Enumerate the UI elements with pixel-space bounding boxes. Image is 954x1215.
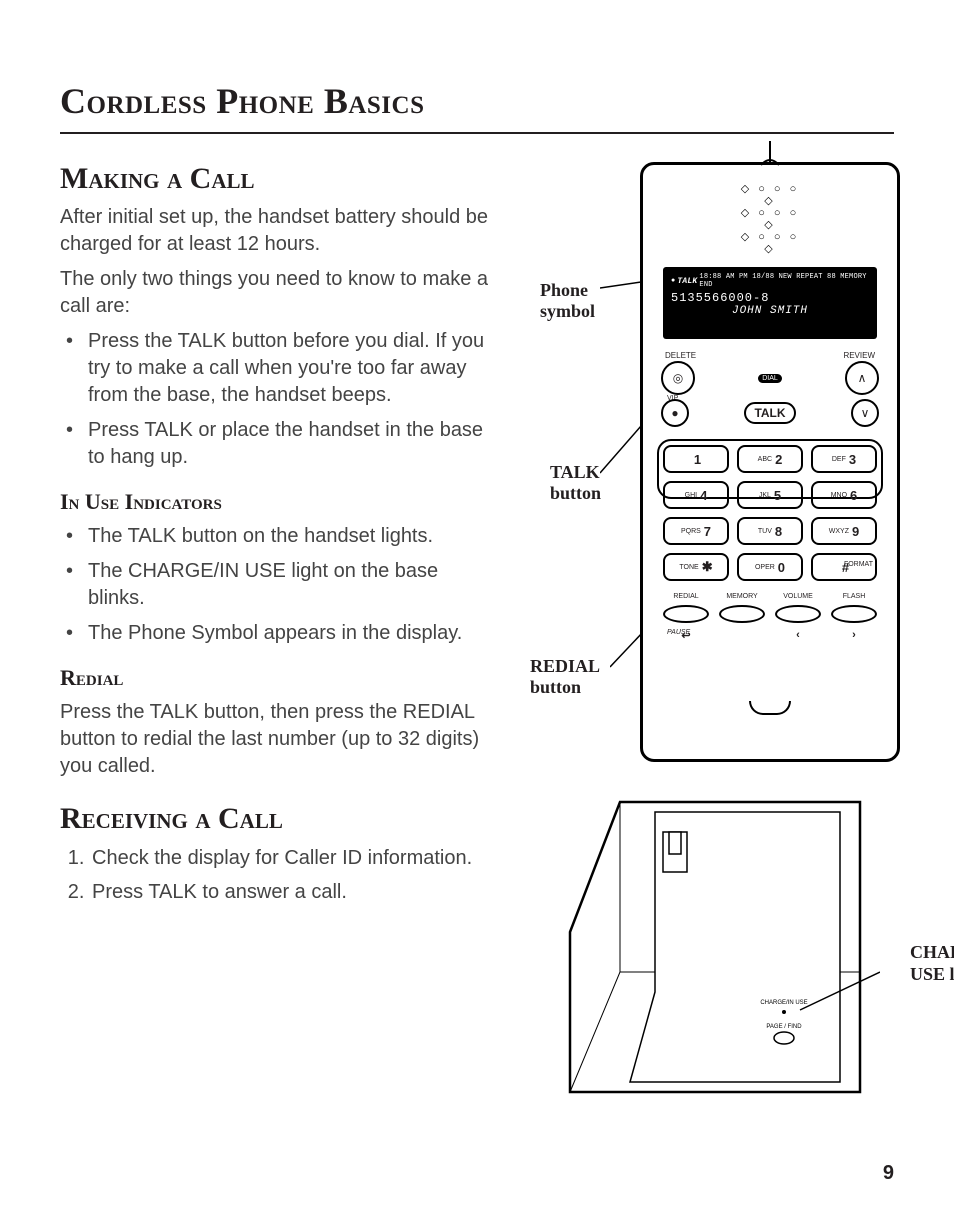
in-use-list: The TALK button on the handset lights. T… xyxy=(60,523,500,647)
making-call-p2: The only two things you need to know to … xyxy=(60,266,500,320)
list-item: Press the TALK button before you dial. I… xyxy=(60,328,500,409)
memory-button[interactable] xyxy=(719,605,765,623)
vol-right-icon: › xyxy=(831,629,877,642)
page-find-button[interactable] xyxy=(774,1032,794,1044)
callout-text: Phone symbol xyxy=(540,280,595,321)
making-call-list: Press the TALK button before you dial. I… xyxy=(60,328,500,471)
key-star[interactable]: TONE✱ xyxy=(663,553,729,581)
bottom-labels: REDIAL MEMORY VOLUME FLASH xyxy=(663,593,877,600)
key-5[interactable]: JKL5 xyxy=(737,481,803,509)
callout-charge-light: CHARGE/ IN USE light xyxy=(910,942,954,985)
handset-screen: ● TALK 18:88 AM PM 18/88 NEW REPEAT 88 M… xyxy=(663,267,877,339)
format-label: FORMAT xyxy=(844,561,873,568)
volume-label: VOLUME xyxy=(775,593,821,600)
memory-label: MEMORY xyxy=(719,593,765,600)
redial-label: REDIAL xyxy=(663,593,709,600)
vip-button[interactable]: ● xyxy=(661,399,689,427)
screen-name: JOHN SMITH xyxy=(671,305,869,317)
list-item: The Phone Symbol appears in the display. xyxy=(60,620,500,647)
page-find-text: PAGE / FIND xyxy=(766,1024,802,1030)
key-3[interactable]: DEF3 xyxy=(811,445,877,473)
up-button[interactable]: ∧ xyxy=(845,361,879,395)
charge-in-use-text: CHARGE/IN USE xyxy=(760,1000,807,1006)
list-item: Press TALK or place the handset in the b… xyxy=(60,417,500,471)
receiving-list: Check the display for Caller ID informat… xyxy=(60,844,500,906)
list-item: Check the display for Caller ID informat… xyxy=(90,844,500,872)
redial-p: Press the TALK button, then press the RE… xyxy=(60,699,500,780)
making-call-p1: After initial set up, the handset batter… xyxy=(60,204,500,258)
flash-label: FLASH xyxy=(831,593,877,600)
redial-arrow-icon: ↩ xyxy=(663,629,709,642)
screen-talk: TALK xyxy=(677,277,697,286)
bottom-buttons xyxy=(663,605,877,623)
key-6[interactable]: MNO6 xyxy=(811,481,877,509)
bottom-arrows: ↩ ‹ › xyxy=(663,629,877,642)
antenna-icon xyxy=(755,141,785,167)
in-use-heading: In Use Indicators xyxy=(60,489,500,515)
page: Cordless Phone Basics Making a Call Afte… xyxy=(0,0,954,1215)
talk-button[interactable]: TALK xyxy=(744,402,795,424)
screen-status-text: 18:88 AM PM 18/88 NEW REPEAT 88 MEMORY E… xyxy=(699,273,869,289)
right-column: Phone symbol TALK button REDIAL button xyxy=(500,162,894,912)
list-item: The TALK button on the handset lights. xyxy=(60,523,500,550)
volume-button[interactable] xyxy=(775,605,821,623)
redial-button[interactable] xyxy=(663,605,709,623)
key-4[interactable]: GHI4 xyxy=(663,481,729,509)
title-rule xyxy=(60,132,894,134)
columns: Making a Call After initial set up, the … xyxy=(60,162,894,912)
speaker-icon: ◇ ○ ○ ○ ◇◇ ○ ○ ○ ◇◇ ○ ○ ○ ◇ xyxy=(735,183,805,256)
list-item: Press TALK to answer a call. xyxy=(90,878,500,906)
callout-text: REDIAL button xyxy=(530,656,599,697)
key-7[interactable]: PQRS7 xyxy=(663,517,729,545)
left-column: Making a Call After initial set up, the … xyxy=(60,162,500,912)
page-number: 9 xyxy=(883,1162,894,1185)
key-8[interactable]: TUV8 xyxy=(737,517,803,545)
key-2[interactable]: ABC2 xyxy=(737,445,803,473)
screen-status: ● TALK 18:88 AM PM 18/88 NEW REPEAT 88 M… xyxy=(671,273,869,289)
receiving-heading: Receiving a Call xyxy=(60,802,500,836)
down-button[interactable]: ∨ xyxy=(851,399,879,427)
base-diagram: CHARGE/IN USE PAGE / FIND CHARGE/ IN USE… xyxy=(560,792,920,1112)
page-title: Cordless Phone Basics xyxy=(60,80,894,122)
screen-number: 5135566000-8 xyxy=(671,291,869,305)
callout-text: TALK button xyxy=(550,462,601,503)
list-item: The CHARGE/IN USE light on the base blin… xyxy=(60,558,500,612)
base-svg: CHARGE/IN USE PAGE / FIND xyxy=(560,792,880,1112)
review-label: REVIEW xyxy=(843,351,875,360)
key-9[interactable]: WXYZ9 xyxy=(811,517,877,545)
delete-button[interactable]: ◎ xyxy=(661,361,695,395)
making-call-heading: Making a Call xyxy=(60,162,500,196)
key-0[interactable]: OPER0 xyxy=(737,553,803,581)
redial-heading: Redial xyxy=(60,665,500,691)
key-1[interactable]: 1 xyxy=(663,445,729,473)
flash-button[interactable] xyxy=(831,605,877,623)
vol-left-icon: ‹ xyxy=(775,629,821,642)
phone-symbol-icon: ● xyxy=(671,277,675,285)
delete-label: DELETE xyxy=(665,351,696,360)
handset-diagram: ◇ ○ ○ ○ ◇◇ ○ ○ ○ ◇◇ ○ ○ ○ ◇ ● TALK 18:88… xyxy=(640,162,900,762)
dial-label: DIAL xyxy=(758,374,782,383)
mouthpiece-icon xyxy=(749,701,791,715)
